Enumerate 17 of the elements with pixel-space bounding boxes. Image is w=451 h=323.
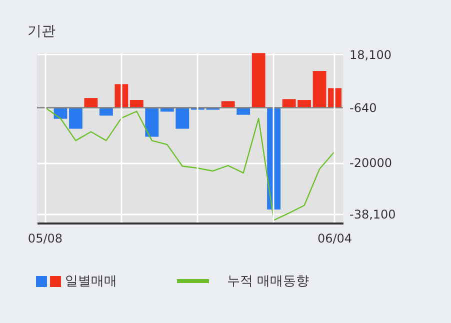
chart-title: 기관 bbox=[27, 23, 56, 40]
bar bbox=[145, 108, 159, 137]
bar bbox=[252, 53, 266, 108]
x-tick-label: 05/08 bbox=[28, 232, 63, 246]
bar bbox=[312, 71, 326, 108]
y-tick-label: -20000 bbox=[350, 156, 392, 170]
bar bbox=[130, 100, 144, 108]
y-tick-label: -640 bbox=[350, 101, 377, 116]
bar bbox=[84, 98, 98, 108]
y-tick-label: -38,100 bbox=[350, 208, 396, 222]
bar bbox=[69, 108, 82, 129]
bar bbox=[221, 101, 235, 108]
legend-label: 일별매매 bbox=[65, 273, 117, 290]
y-tick-label: 18,100 bbox=[350, 48, 392, 62]
legend-label: 누적 매매동향 bbox=[227, 273, 310, 290]
line-series bbox=[44, 106, 336, 221]
x-tick-label: 06/04 bbox=[317, 232, 352, 246]
